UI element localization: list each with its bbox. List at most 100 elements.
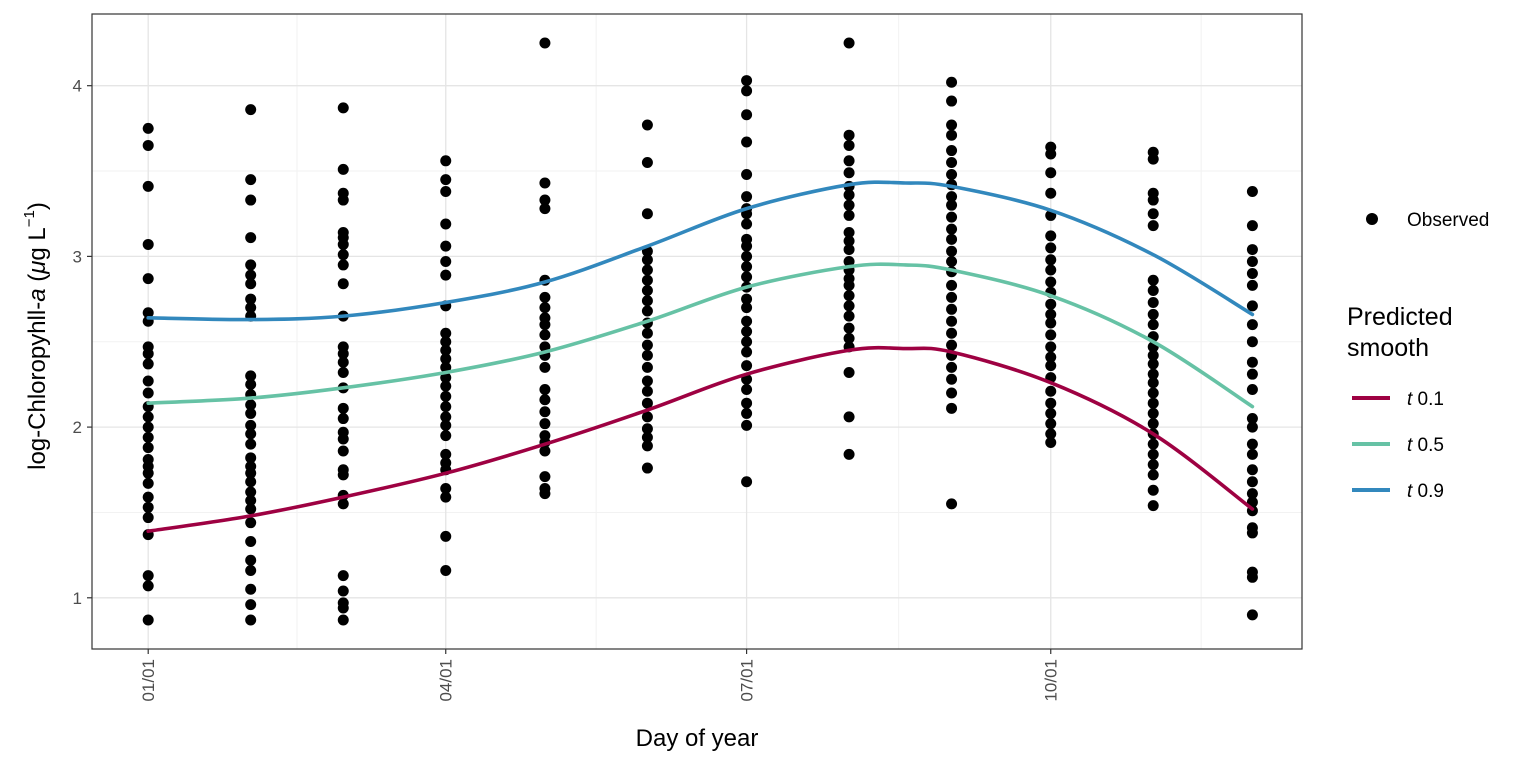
observed-point: [741, 397, 753, 409]
observed-point: [641, 431, 653, 443]
observed-point: [741, 407, 753, 419]
observed-point: [142, 411, 154, 423]
observed-point: [245, 614, 257, 626]
observed-point: [641, 254, 653, 266]
observed-point: [440, 411, 452, 423]
grid-lines: [92, 14, 1302, 649]
observed-point: [641, 462, 653, 474]
observed-point: [1246, 220, 1258, 232]
observed-point: [142, 442, 154, 454]
observed-point: [337, 366, 349, 378]
observed-point: [741, 315, 753, 327]
observed-point: [641, 305, 653, 317]
observed-point: [946, 245, 958, 257]
smooth-lines: [146, 180, 1255, 534]
observed-point: [440, 390, 452, 402]
observed-point: [1147, 358, 1159, 370]
observed-point: [539, 394, 551, 406]
observed-point: [1246, 421, 1258, 433]
observed-point: [641, 295, 653, 307]
observed-point: [1246, 336, 1258, 348]
observed-point: [245, 302, 257, 314]
observed-point: [337, 445, 349, 457]
observed-point: [337, 433, 349, 445]
observed-point: [946, 223, 958, 235]
legend: Observed Predicted smooth t 0.1 t 0.5 t …: [1347, 210, 1489, 502]
observed-point: [641, 361, 653, 373]
observed-point: [946, 119, 958, 131]
observed-point: [1147, 377, 1159, 389]
observed-point: [1045, 385, 1057, 397]
observed-point: [440, 269, 452, 281]
observed-point: [440, 448, 452, 460]
observed-point: [440, 564, 452, 576]
observed-point: [337, 194, 349, 206]
observed-point: [843, 199, 855, 211]
observed-point: [946, 191, 958, 203]
observed-point: [142, 477, 154, 489]
observed-point: [843, 300, 855, 312]
y-axis-title-italic: a: [24, 288, 51, 301]
observed-point: [1045, 351, 1057, 363]
observed-point: [245, 370, 257, 382]
observed-point: [245, 104, 257, 116]
observed-point: [946, 339, 958, 351]
observed-point: [539, 445, 551, 457]
observed-point: [539, 406, 551, 418]
observed-point: [337, 469, 349, 481]
observed-point: [142, 501, 154, 513]
observed-point: [440, 530, 452, 542]
observed-point: [142, 358, 154, 370]
observed-point: [1147, 469, 1159, 481]
observed-point: [245, 269, 257, 281]
observed-point: [641, 327, 653, 339]
observed-point: [1045, 329, 1057, 341]
observed-point: [1246, 256, 1258, 268]
observed-point: [1045, 397, 1057, 409]
observed-point: [440, 483, 452, 495]
observed-point: [1246, 464, 1258, 476]
observed-point: [440, 353, 452, 365]
y-tick-label: 4: [73, 77, 82, 96]
panel-border: [91, 13, 1303, 650]
observed-point: [440, 361, 452, 373]
observed-point: [245, 494, 257, 506]
observed-point: [843, 139, 855, 151]
observed-point: [946, 211, 958, 223]
observed-point: [245, 293, 257, 305]
observed-point: [245, 174, 257, 186]
legend-observed-label: Observed: [1407, 210, 1489, 231]
legend-label-series-2: t 0.9: [1407, 481, 1444, 502]
observed-point: [843, 332, 855, 344]
observed-point: [741, 250, 753, 262]
observed-point: [440, 174, 452, 186]
observed-point: [142, 180, 154, 192]
x-tick-label: 01/01: [139, 659, 158, 702]
observed-point: [1045, 407, 1057, 419]
observed-point: [946, 402, 958, 414]
y-tick-label: 3: [73, 247, 82, 266]
observed-point: [142, 570, 154, 582]
observed-point: [337, 614, 349, 626]
observed-point: [142, 139, 154, 151]
observed-point: [337, 585, 349, 597]
observed-point: [1246, 368, 1258, 380]
observed-point: [245, 278, 257, 290]
observed-point: [1045, 436, 1057, 448]
observed-point: [1045, 230, 1057, 242]
observed-point: [142, 614, 154, 626]
observed-point: [1147, 448, 1159, 460]
observed-point: [741, 302, 753, 314]
observed-point: [641, 339, 653, 351]
observed-point: [1045, 341, 1057, 353]
observed-point: [1147, 438, 1159, 450]
observed-point: [946, 361, 958, 373]
observed-point: [843, 37, 855, 49]
observed-point: [946, 387, 958, 399]
observed-point: [440, 401, 452, 413]
observed-point: [1045, 187, 1057, 199]
observed-point: [741, 360, 753, 372]
observed-point: [245, 486, 257, 498]
observed-point: [245, 419, 257, 431]
